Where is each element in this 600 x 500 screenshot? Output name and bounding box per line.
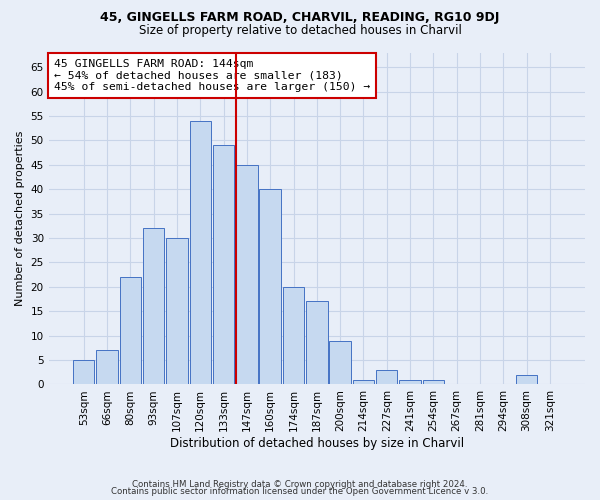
Bar <box>143 228 164 384</box>
X-axis label: Distribution of detached houses by size in Charvil: Distribution of detached houses by size … <box>170 437 464 450</box>
Bar <box>306 302 328 384</box>
Bar <box>259 189 281 384</box>
Bar <box>353 380 374 384</box>
Bar <box>376 370 397 384</box>
Bar <box>97 350 118 384</box>
Text: 45 GINGELLS FARM ROAD: 144sqm
← 54% of detached houses are smaller (183)
45% of : 45 GINGELLS FARM ROAD: 144sqm ← 54% of d… <box>54 59 370 92</box>
Bar <box>236 165 257 384</box>
Bar <box>73 360 94 384</box>
Text: Size of property relative to detached houses in Charvil: Size of property relative to detached ho… <box>139 24 461 37</box>
Bar <box>119 277 141 384</box>
Bar <box>422 380 444 384</box>
Text: Contains HM Land Registry data © Crown copyright and database right 2024.: Contains HM Land Registry data © Crown c… <box>132 480 468 489</box>
Bar <box>166 238 188 384</box>
Text: 45, GINGELLS FARM ROAD, CHARVIL, READING, RG10 9DJ: 45, GINGELLS FARM ROAD, CHARVIL, READING… <box>100 11 500 24</box>
Bar <box>190 121 211 384</box>
Bar <box>329 340 351 384</box>
Bar <box>213 146 235 384</box>
Text: Contains public sector information licensed under the Open Government Licence v : Contains public sector information licen… <box>112 487 488 496</box>
Bar <box>400 380 421 384</box>
Y-axis label: Number of detached properties: Number of detached properties <box>15 131 25 306</box>
Bar <box>516 374 538 384</box>
Bar <box>283 287 304 384</box>
